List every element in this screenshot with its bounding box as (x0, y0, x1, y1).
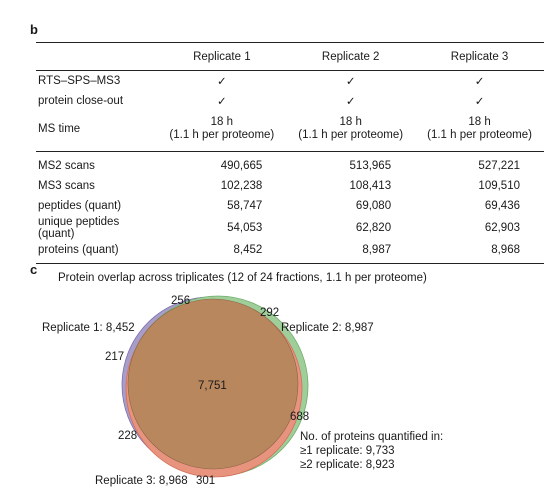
check-cell: ✓ (217, 76, 227, 88)
row-label: protein close-out (38, 95, 124, 107)
table-row: MS2 scans 490,665 513,965 527,221 (36, 151, 544, 176)
value-cell: 58,747 (227, 200, 263, 212)
replicate-1-label: Replicate 1: 8,452 (42, 322, 135, 334)
table-row: peptides (quant) 58,747 69,080 69,436 (36, 196, 544, 216)
ms-time-cell: 18 h (1.1 h per proteome) (157, 111, 286, 152)
value-cell: 102,238 (220, 180, 263, 192)
overlap-all-circle (127, 298, 299, 470)
value-cell: 8,968 (415, 240, 544, 264)
ms-time-hours: 18 h (210, 116, 234, 128)
venn-title: Protein overlap across triplicates (12 o… (58, 272, 427, 284)
ms-time-cell: 18 h (1.1 h per proteome) (286, 111, 415, 152)
check-cell: ✓ (474, 76, 485, 88)
replicate-2-label: Replicate 2: 8,987 (281, 322, 374, 334)
panel-b-label: b (30, 22, 38, 37)
table-row: unique peptides (quant) 54,053 62,820 62… (36, 216, 544, 240)
column-header: Replicate 3 (450, 50, 509, 63)
value-cell: 8,452 (157, 240, 287, 264)
table-row: protein close-out ✓ ✓ ✓ (36, 91, 544, 111)
row-label: MS2 scans (36, 151, 158, 176)
region-292: 292 (260, 307, 279, 319)
value-cell: 69,436 (484, 200, 520, 212)
value-cell: 109,510 (478, 180, 520, 192)
row-label: peptides (quant) (38, 200, 122, 212)
ms-time-hours: 18 h (468, 116, 491, 128)
table-row: MS time 18 h (1.1 h per proteome) 18 h (… (36, 111, 544, 152)
value-cell: 54,053 (227, 222, 263, 234)
value-cell: 513,965 (286, 151, 416, 176)
row-label: proteins (quant) (36, 240, 158, 264)
region-center: 7,751 (198, 380, 227, 392)
check-cell: ✓ (474, 96, 485, 108)
column-header: Replicate 2 (321, 50, 380, 63)
value-cell: 108,413 (349, 180, 392, 192)
check-cell: ✓ (217, 96, 227, 108)
ms-time-per-proteome: (1.1 h per proteome) (427, 129, 532, 141)
region-217: 217 (105, 351, 124, 363)
ms-time-hours: 18 h (339, 116, 362, 128)
value-cell: 527,221 (415, 151, 544, 176)
value-cell: 62,820 (355, 222, 392, 234)
value-cell: 8,987 (286, 240, 416, 264)
region-688: 688 (290, 411, 309, 423)
value-cell: 490,665 (157, 151, 287, 176)
row-label: unique peptides (quant) (38, 216, 120, 240)
value-cell: 62,903 (484, 222, 520, 234)
row-label: RTS–SPS–MS3 (38, 75, 121, 87)
replicate-3-label: Replicate 3: 8,968 (95, 475, 188, 487)
table-header-row: Replicate 1 Replicate 2 Replicate 3 (36, 42, 544, 71)
ms-time-per-proteome: (1.1 h per proteome) (169, 129, 275, 141)
legend-line-2: ≥2 replicate: 8,923 (300, 459, 395, 471)
row-label: MS time (38, 122, 81, 135)
check-cell: ✓ (345, 96, 356, 108)
replicate-table: Replicate 1 Replicate 2 Replicate 3 RTS–… (36, 42, 544, 264)
table-row: proteins (quant) 8,452 8,987 8,968 (36, 240, 544, 264)
region-301: 301 (196, 475, 215, 487)
row-label: MS3 scans (38, 180, 95, 192)
check-cell: ✓ (345, 76, 356, 88)
table-row: RTS–SPS–MS3 ✓ ✓ ✓ (36, 71, 544, 92)
column-header: Replicate 1 (193, 50, 251, 63)
legend-line-1: ≥1 replicate: 9,733 (300, 445, 395, 457)
value-cell: 69,080 (355, 200, 392, 212)
ms-time-per-proteome: (1.1 h per proteome) (298, 129, 404, 141)
quantified-legend: No. of proteins quantified in: ≥1 replic… (300, 430, 443, 472)
region-228: 228 (118, 430, 137, 442)
ms-time-cell: 18 h (1.1 h per proteome) (415, 111, 544, 152)
table-row: MS3 scans 102,238 108,413 109,510 (36, 176, 544, 196)
legend-heading: No. of proteins quantified in: (300, 431, 444, 443)
region-256: 256 (171, 295, 190, 307)
panel-c-label: c (30, 262, 38, 277)
